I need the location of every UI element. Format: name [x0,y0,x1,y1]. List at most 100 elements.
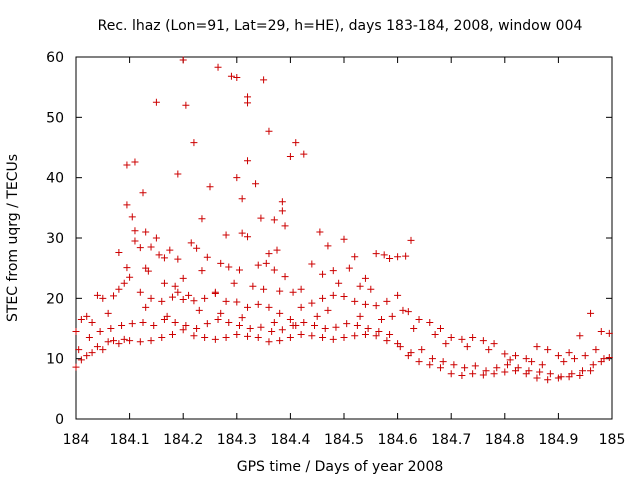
data-point [533,343,541,351]
data-point [179,326,187,334]
data-point [546,370,554,378]
data-point [252,180,260,188]
data-point [407,236,415,244]
data-point [120,279,128,287]
data-point [297,285,305,293]
data-point [193,244,201,252]
data-point [222,334,230,342]
data-point [589,361,597,369]
data-point [565,349,573,357]
data-point [144,267,152,275]
data-point [107,325,115,332]
x-axis-ticks: 184 184.1 184.2 184.3 184.4 184.5 184.6 184.7 18… [63,57,626,448]
data-point [190,332,198,340]
data-point [587,309,595,317]
data-point [246,325,254,332]
data-point [479,337,487,345]
data-point [193,325,201,332]
data-point [265,127,273,135]
x-tick-label: 184.8 [485,432,525,448]
data-point [152,98,160,106]
data-point [179,56,187,64]
data-point [353,321,361,329]
y-axis-ticks: 0 10 20 30 40 50 60 [46,50,612,428]
data-point [235,266,243,274]
data-point [576,332,584,340]
data-point [96,328,104,336]
data-point [351,332,359,340]
y-tick-label: 50 [46,110,64,126]
x-tick-label: 185 [599,432,626,448]
data-point [388,312,396,320]
data-point [335,279,343,287]
data-points [72,56,613,384]
data-point [340,334,348,342]
data-point [311,321,319,329]
data-point [83,312,91,320]
data-point [501,350,509,358]
data-point [233,74,241,82]
data-point [155,251,163,259]
x-axis-label: GPS time / Days of year 2008 [237,459,444,475]
data-point [286,315,294,323]
data-point [332,323,340,331]
data-point [115,340,123,348]
data-point [404,308,412,316]
data-point [297,331,305,339]
data-point [592,346,600,354]
data-point [544,376,552,384]
data-point [72,328,80,336]
data-point [576,372,584,380]
data-point [131,227,139,235]
y-axis-label: STEC from uqrg / TECUs [5,154,21,322]
data-point [249,282,257,290]
data-point [461,364,469,372]
data-point [568,370,576,378]
data-point [386,331,394,339]
data-point [201,334,209,342]
data-point [179,296,187,304]
data-point [394,291,402,299]
data-point [528,358,536,366]
data-point [426,361,434,369]
data-point [198,267,206,275]
data-point [211,290,219,298]
data-point [570,355,578,363]
data-point [278,207,286,215]
data-point [383,297,391,305]
data-point [262,259,270,267]
data-point [139,318,147,326]
data-point [203,253,211,261]
data-point [276,309,284,317]
data-point [211,335,219,343]
data-point [557,373,565,381]
data-point [600,355,608,363]
data-point [257,214,265,222]
data-point [244,332,252,340]
data-point [560,358,568,366]
data-point [410,325,418,332]
data-point [597,328,605,336]
data-point [244,99,252,107]
data-point [115,285,123,293]
data-point [244,233,252,241]
data-point [214,63,222,71]
data-point [329,267,337,275]
data-point [217,259,225,267]
data-point [436,364,444,372]
data-point [469,370,477,378]
data-point [168,293,176,301]
data-point [375,328,383,336]
data-point [431,331,439,339]
data-point [198,215,206,223]
data-point [490,340,498,348]
y-tick-label: 10 [46,352,64,368]
x-tick-label: 184.1 [110,432,150,448]
data-point [281,273,289,281]
data-point [187,239,195,247]
data-point [147,337,155,345]
data-point [142,228,150,236]
x-tick-label: 184.5 [324,432,364,448]
data-point [139,189,147,197]
data-point [506,356,514,364]
